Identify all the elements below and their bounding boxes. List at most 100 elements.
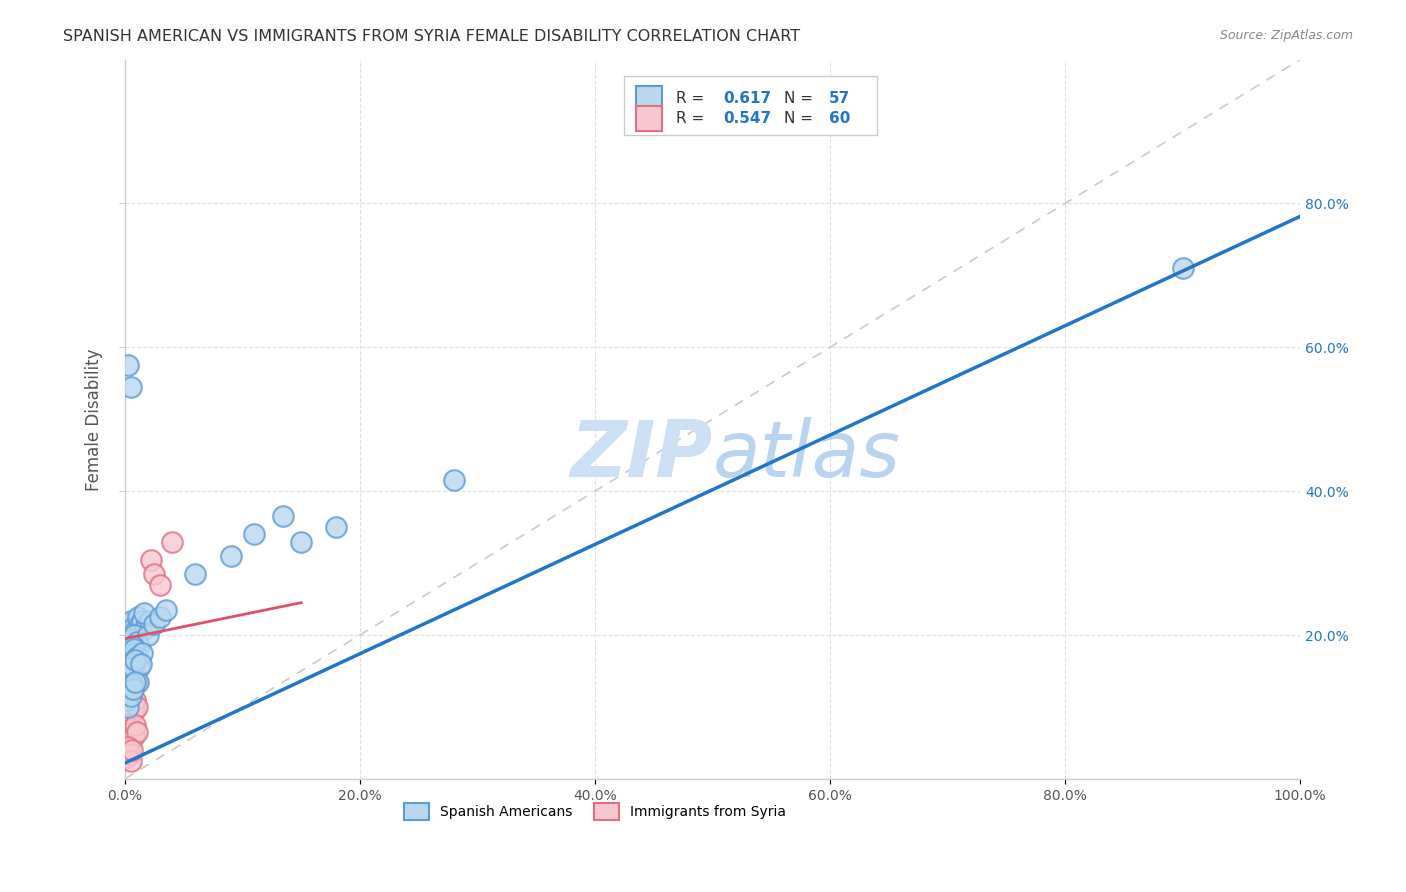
FancyBboxPatch shape xyxy=(624,76,877,135)
Point xyxy=(118,624,141,639)
Point xyxy=(118,649,141,664)
Point xyxy=(120,649,142,664)
Text: N =: N = xyxy=(785,112,818,126)
Text: 0.547: 0.547 xyxy=(723,112,770,126)
Point xyxy=(120,667,142,681)
Point xyxy=(118,664,141,678)
Point xyxy=(122,635,145,649)
Text: N =: N = xyxy=(785,91,818,106)
Point xyxy=(117,739,139,754)
Point xyxy=(136,628,159,642)
Point xyxy=(127,674,149,689)
Point xyxy=(136,617,159,632)
Point xyxy=(122,674,145,689)
Point xyxy=(117,667,139,681)
Point xyxy=(125,649,148,664)
Point xyxy=(120,707,142,722)
Point xyxy=(120,657,142,671)
Point xyxy=(117,642,139,657)
Point xyxy=(125,674,148,689)
Point xyxy=(118,674,141,689)
Text: SPANISH AMERICAN VS IMMIGRANTS FROM SYRIA FEMALE DISABILITY CORRELATION CHART: SPANISH AMERICAN VS IMMIGRANTS FROM SYRI… xyxy=(63,29,800,44)
Point xyxy=(118,664,141,678)
Point xyxy=(120,754,142,768)
Point xyxy=(122,660,145,674)
Point xyxy=(117,700,139,714)
Point xyxy=(118,747,141,761)
Point xyxy=(121,653,143,667)
Point xyxy=(243,527,266,541)
Text: R =: R = xyxy=(676,112,709,126)
Point xyxy=(122,667,145,681)
Point xyxy=(122,639,145,653)
Point xyxy=(131,646,153,660)
Text: atlas: atlas xyxy=(713,417,900,493)
Text: Source: ZipAtlas.com: Source: ZipAtlas.com xyxy=(1219,29,1353,42)
Point xyxy=(139,552,162,566)
Point xyxy=(127,610,149,624)
Text: 57: 57 xyxy=(828,91,851,106)
Point xyxy=(117,693,139,707)
Point xyxy=(219,549,242,563)
Point xyxy=(149,610,172,624)
Point xyxy=(124,653,146,667)
Point xyxy=(325,520,347,534)
Point xyxy=(124,646,146,660)
Text: 60: 60 xyxy=(828,112,851,126)
Point xyxy=(117,657,139,671)
Point xyxy=(125,635,148,649)
Bar xyxy=(636,86,662,112)
Point xyxy=(121,678,143,692)
Point xyxy=(122,678,145,692)
Point xyxy=(117,718,139,732)
Point xyxy=(124,718,146,732)
Point xyxy=(155,603,177,617)
Point xyxy=(120,639,142,653)
Point xyxy=(184,566,207,581)
Point xyxy=(115,671,138,685)
Y-axis label: Female Disability: Female Disability xyxy=(86,348,103,491)
Point xyxy=(120,614,142,628)
Point xyxy=(121,697,143,711)
Point xyxy=(122,653,145,667)
Point xyxy=(122,649,145,664)
Point xyxy=(115,743,138,757)
Point xyxy=(134,621,156,635)
Point xyxy=(129,617,152,632)
Point xyxy=(120,732,142,747)
Point xyxy=(117,617,139,632)
Point xyxy=(115,697,138,711)
Point xyxy=(124,624,146,639)
Point xyxy=(122,700,145,714)
Point xyxy=(115,653,138,667)
Point xyxy=(128,660,150,674)
Bar xyxy=(636,106,662,131)
Point xyxy=(124,693,146,707)
Point xyxy=(120,689,142,703)
Point xyxy=(124,628,146,642)
Point xyxy=(121,657,143,671)
Point xyxy=(121,671,143,685)
Point xyxy=(121,722,143,736)
Point xyxy=(138,614,160,628)
Point xyxy=(115,750,138,764)
Point xyxy=(124,674,146,689)
Point xyxy=(118,700,141,714)
Point xyxy=(125,649,148,664)
Point xyxy=(122,628,145,642)
Text: 0.617: 0.617 xyxy=(723,91,770,106)
Point xyxy=(120,681,142,696)
Point xyxy=(273,509,295,524)
Point xyxy=(117,359,139,373)
Point xyxy=(121,646,143,660)
Point xyxy=(121,743,143,757)
Point xyxy=(117,678,139,692)
Point xyxy=(128,639,150,653)
Point xyxy=(290,534,312,549)
Point xyxy=(118,642,141,657)
Point xyxy=(117,635,139,649)
Point xyxy=(121,632,143,646)
Legend: Spanish Americans, Immigrants from Syria: Spanish Americans, Immigrants from Syria xyxy=(399,797,792,826)
Point xyxy=(115,621,138,635)
Point xyxy=(125,700,148,714)
